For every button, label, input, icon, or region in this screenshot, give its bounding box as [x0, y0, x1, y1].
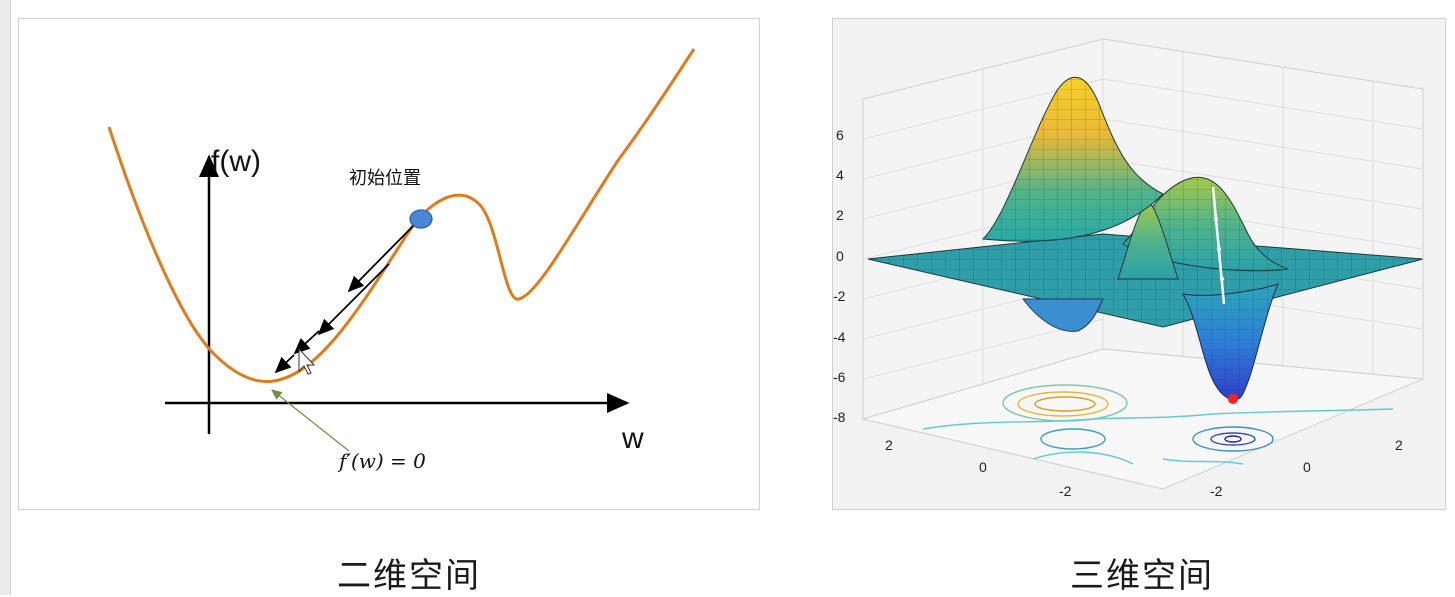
surface-mesh	[868, 234, 1423, 327]
x-tick: -2	[1059, 483, 1072, 499]
z-tick: -4	[833, 329, 846, 345]
z-tick: -2	[833, 288, 846, 304]
mouse-cursor-icon	[298, 347, 316, 375]
surface-main-peak-mesh	[983, 77, 1163, 242]
descent-path-dot	[1216, 246, 1222, 252]
three-d-panel: 6 4 2 0 -2 -4 -6 -8 2 0 -2 2 0 -2	[832, 18, 1446, 510]
y-axis-label: f(w)	[211, 145, 261, 178]
minimum-label: f′(w) = 0	[339, 449, 426, 473]
surface-left-dip	[1021, 298, 1104, 332]
x-tick: 2	[885, 437, 893, 453]
x-tick: 0	[979, 459, 987, 475]
contour-lines	[922, 384, 1394, 465]
minimum-pointer	[271, 389, 350, 452]
descent-arrow	[317, 263, 390, 336]
descent-path	[1211, 186, 1226, 305]
y-tick: -2	[1210, 483, 1223, 499]
minimum-marker	[1228, 394, 1238, 404]
descent-path-dot	[1219, 276, 1225, 282]
descent-path-dot	[1213, 216, 1219, 222]
window-edge	[0, 0, 11, 595]
surface-valley-mesh	[1183, 284, 1278, 400]
start-position-label: 初始位置	[349, 168, 421, 189]
caption-2d: 二维空间	[337, 556, 481, 596]
two-d-panel: f(w) w 初始位置 f′(w) = 0	[18, 18, 760, 510]
descent-arrow	[347, 224, 415, 293]
z-tick: 2	[836, 207, 844, 223]
y-tick: 2	[1395, 437, 1403, 453]
z-tick: 6	[836, 127, 844, 143]
two-d-diagram	[107, 48, 696, 452]
z-tick: -8	[833, 409, 846, 425]
y-tick: 0	[1303, 459, 1311, 475]
descent-arrow	[274, 354, 295, 374]
caption-3d: 三维空间	[1070, 556, 1214, 596]
loss-curve	[107, 48, 696, 384]
three-d-surface-plot	[861, 38, 1424, 490]
z-tick: 4	[836, 167, 844, 183]
z-tick: -6	[833, 369, 846, 385]
start-point	[409, 209, 433, 229]
x-axis-label: w	[622, 422, 644, 455]
z-tick: 0	[836, 248, 844, 264]
